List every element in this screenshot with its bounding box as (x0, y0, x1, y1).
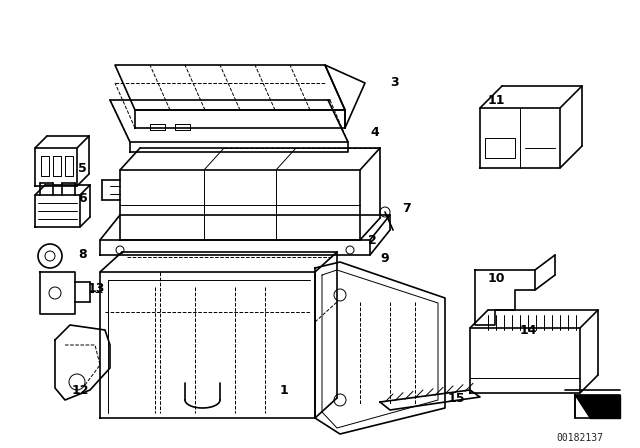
Text: 9: 9 (380, 251, 388, 264)
Text: 00182137: 00182137 (557, 433, 604, 443)
Text: 6: 6 (78, 191, 86, 204)
Text: 14: 14 (520, 323, 538, 336)
Text: 7: 7 (402, 202, 411, 215)
Text: 1: 1 (280, 383, 289, 396)
Text: 11: 11 (488, 94, 506, 107)
Text: 12: 12 (72, 383, 90, 396)
Text: 4: 4 (370, 125, 379, 138)
Text: 2: 2 (368, 233, 377, 246)
Text: 10: 10 (488, 271, 506, 284)
Text: 8: 8 (78, 249, 86, 262)
Text: 13: 13 (88, 281, 106, 294)
Text: 5: 5 (78, 161, 87, 175)
Polygon shape (575, 395, 620, 418)
Text: 3: 3 (390, 76, 399, 89)
Text: 15: 15 (448, 392, 465, 405)
